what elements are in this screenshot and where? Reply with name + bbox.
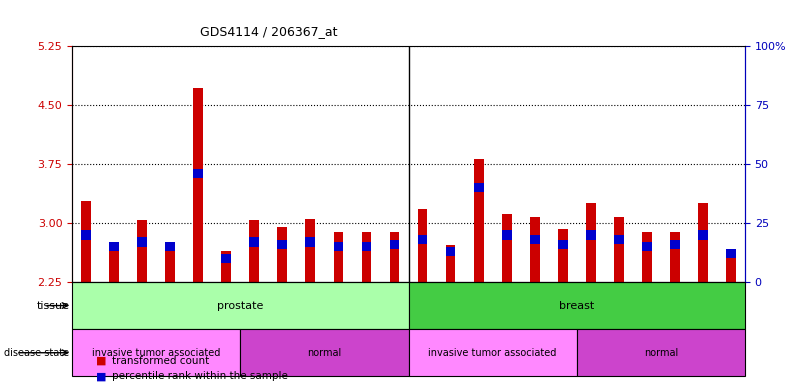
Bar: [81, 201, 91, 282]
Text: normal: normal: [644, 348, 678, 358]
Bar: [473, 183, 484, 192]
FancyBboxPatch shape: [409, 329, 577, 376]
Bar: [529, 217, 540, 282]
FancyBboxPatch shape: [409, 282, 745, 329]
Text: transformed count: transformed count: [112, 356, 209, 366]
Bar: [445, 247, 456, 256]
FancyBboxPatch shape: [72, 329, 240, 376]
Bar: [670, 232, 680, 282]
Bar: [137, 237, 147, 247]
Bar: [361, 232, 372, 282]
Bar: [642, 242, 652, 251]
FancyBboxPatch shape: [72, 282, 409, 329]
Bar: [501, 230, 512, 240]
Text: ■: ■: [96, 356, 107, 366]
Bar: [586, 202, 596, 282]
Bar: [109, 242, 119, 251]
Bar: [726, 249, 736, 258]
Bar: [193, 169, 203, 178]
Bar: [557, 240, 568, 249]
Bar: [249, 237, 260, 247]
Bar: [614, 235, 624, 244]
Bar: [305, 219, 316, 282]
Bar: [642, 232, 652, 282]
Text: GDS4114 / 206367_at: GDS4114 / 206367_at: [200, 25, 338, 38]
Bar: [165, 246, 175, 282]
Bar: [333, 242, 344, 251]
Bar: [389, 240, 400, 249]
Bar: [473, 159, 484, 282]
Text: disease state: disease state: [4, 348, 70, 358]
Bar: [221, 250, 231, 282]
Bar: [81, 230, 91, 240]
Bar: [698, 204, 708, 282]
Bar: [586, 230, 596, 240]
Bar: [137, 220, 147, 282]
Bar: [333, 232, 344, 282]
Text: tissue: tissue: [36, 301, 70, 311]
Bar: [221, 254, 231, 263]
Bar: [277, 227, 288, 282]
Bar: [109, 245, 119, 282]
Bar: [305, 237, 316, 247]
Text: invasive tumor associated: invasive tumor associated: [92, 348, 220, 358]
Bar: [557, 229, 568, 282]
Bar: [614, 217, 624, 282]
Bar: [529, 235, 540, 244]
Bar: [726, 250, 736, 282]
Text: ■: ■: [96, 371, 107, 381]
Text: invasive tumor associated: invasive tumor associated: [429, 348, 557, 358]
Bar: [417, 235, 428, 244]
Text: normal: normal: [308, 348, 341, 358]
Bar: [389, 232, 400, 282]
Bar: [417, 209, 428, 282]
Text: prostate: prostate: [217, 301, 264, 311]
Bar: [445, 245, 456, 282]
Bar: [698, 230, 708, 240]
Bar: [193, 88, 203, 282]
Bar: [249, 220, 260, 282]
Bar: [361, 242, 372, 251]
Text: percentile rank within the sample: percentile rank within the sample: [112, 371, 288, 381]
Bar: [165, 242, 175, 251]
Bar: [501, 214, 512, 282]
FancyBboxPatch shape: [240, 329, 409, 376]
Text: breast: breast: [559, 301, 594, 311]
Bar: [277, 240, 288, 249]
FancyBboxPatch shape: [577, 329, 745, 376]
Bar: [670, 240, 680, 249]
